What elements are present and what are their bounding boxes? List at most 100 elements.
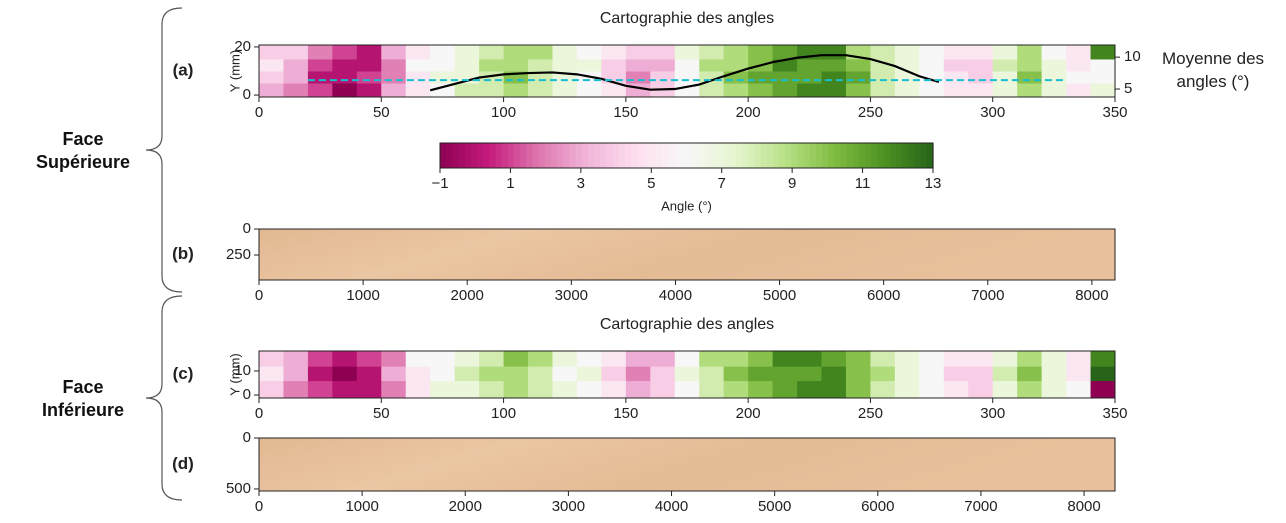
panel-label: (c) [173, 364, 194, 383]
heatmap-cell [259, 83, 284, 98]
x-tick-label: 250 [858, 104, 883, 121]
heatmap-cell [968, 83, 994, 98]
heatmap-cell [356, 380, 382, 399]
colorbar-swatch [729, 143, 737, 168]
heatmap-cell [625, 83, 651, 98]
heatmap-cell [283, 351, 309, 367]
heatmap-cell [723, 45, 749, 60]
heatmap-cell [992, 58, 1018, 72]
heatmap-cell [576, 58, 602, 72]
heatmap-cell [968, 71, 994, 84]
face-label: Face Inférieure [41, 377, 125, 420]
colorbar-swatch [489, 143, 497, 168]
heatmap-cell [259, 380, 284, 399]
x-tick-label: 200 [736, 104, 761, 121]
heatmap-cell [454, 351, 480, 367]
heatmap-cell [552, 366, 578, 382]
heatmap-cell [772, 380, 798, 399]
plot-frame [258, 437, 1116, 492]
heatmap-cell [723, 380, 749, 399]
y-tick-label: 0 [243, 220, 251, 237]
x-tick-label: 50 [373, 405, 390, 422]
heatmap-cell [356, 351, 382, 367]
heatmap-cell [307, 83, 333, 98]
colorbar-swatch [822, 143, 829, 168]
heatmap-cell [601, 58, 627, 72]
colorbar-swatch [458, 143, 466, 168]
heatmap-cell [821, 71, 847, 84]
heatmap-cell [1041, 351, 1067, 367]
heatmap-cell [479, 380, 505, 399]
heatmap-cell [968, 366, 994, 382]
colorbar-swatch [538, 143, 546, 168]
heatmap-cell [699, 366, 725, 382]
x-tick-label: 100 [491, 104, 516, 121]
heatmap-cell [1066, 83, 1092, 98]
heatmap-cell [405, 58, 431, 72]
heatmap-cell [381, 58, 407, 72]
colorbar-swatch [735, 143, 743, 168]
heatmap-cell [503, 366, 529, 382]
heatmap-cell [625, 45, 651, 60]
colorbar-tick-label: 1 [506, 175, 514, 192]
heatmap-cell [894, 58, 920, 72]
heatmap-cell [283, 71, 309, 84]
colorbar-tick-label: −1 [431, 175, 448, 192]
colorbar-tick-label: 5 [647, 175, 655, 192]
heatmap-cell [454, 366, 480, 382]
heatmap-cell [259, 58, 284, 72]
colorbar-swatch [513, 143, 521, 168]
colorbar-swatch [704, 143, 712, 168]
heatmap-cell [870, 71, 896, 84]
heatmap-cell [1041, 58, 1067, 72]
x-tick-label: 1000 [346, 287, 379, 304]
x-tick-label: 100 [491, 405, 516, 422]
heatmap-cell [503, 351, 529, 367]
colorbar-swatch [723, 143, 731, 168]
heatmap-cell [1090, 58, 1116, 72]
colorbar-swatch [526, 143, 534, 168]
x-tick-label: 8000 [1075, 287, 1108, 304]
heatmap-cell [1017, 58, 1043, 72]
heatmap-cell [992, 366, 1018, 382]
heatmap-cell [1090, 71, 1116, 84]
colorbar-swatch [606, 143, 614, 168]
heatmap-cell [894, 83, 920, 98]
heatmap-cell [894, 45, 920, 60]
colorbar-swatch [902, 143, 909, 168]
colorbar-swatch [563, 143, 571, 168]
x-tick-label: 250 [858, 405, 883, 422]
heatmap-cell [381, 45, 407, 60]
x-tick-label: 0 [255, 104, 263, 121]
colorbar-swatch [594, 143, 601, 168]
heatmap-cell [576, 366, 602, 382]
colorbar-swatch [612, 143, 620, 168]
heatmap-cell [943, 58, 969, 72]
heatmap-cell [992, 45, 1018, 60]
x-tick-label: 300 [980, 405, 1005, 422]
heatmap-cell [821, 351, 847, 367]
heatmap-cell [870, 366, 896, 382]
heatmap-cell [356, 45, 382, 60]
heatmap-cell [552, 351, 578, 367]
x-tick-label: 7000 [964, 498, 997, 515]
heatmap-cell [405, 71, 431, 84]
heatmap-cell [968, 58, 994, 72]
plot-frame [258, 228, 1116, 281]
heatmap-cell [332, 83, 358, 98]
colorbar-label: Angle (°) [661, 198, 712, 213]
y-axis-label: Y (mm) [227, 50, 242, 92]
heatmap-cell [307, 380, 333, 399]
colorbar-swatch [766, 143, 774, 168]
brace [145, 295, 183, 501]
heatmap-cell [919, 83, 945, 98]
colorbar-swatch [840, 143, 848, 168]
heatmap-cell [430, 71, 456, 84]
heatmap-cell [625, 380, 651, 399]
heatmap-cell [454, 58, 480, 72]
heatmap-cell [723, 351, 749, 367]
heatmap-cell [332, 351, 358, 367]
heatmap-cell [503, 83, 529, 98]
